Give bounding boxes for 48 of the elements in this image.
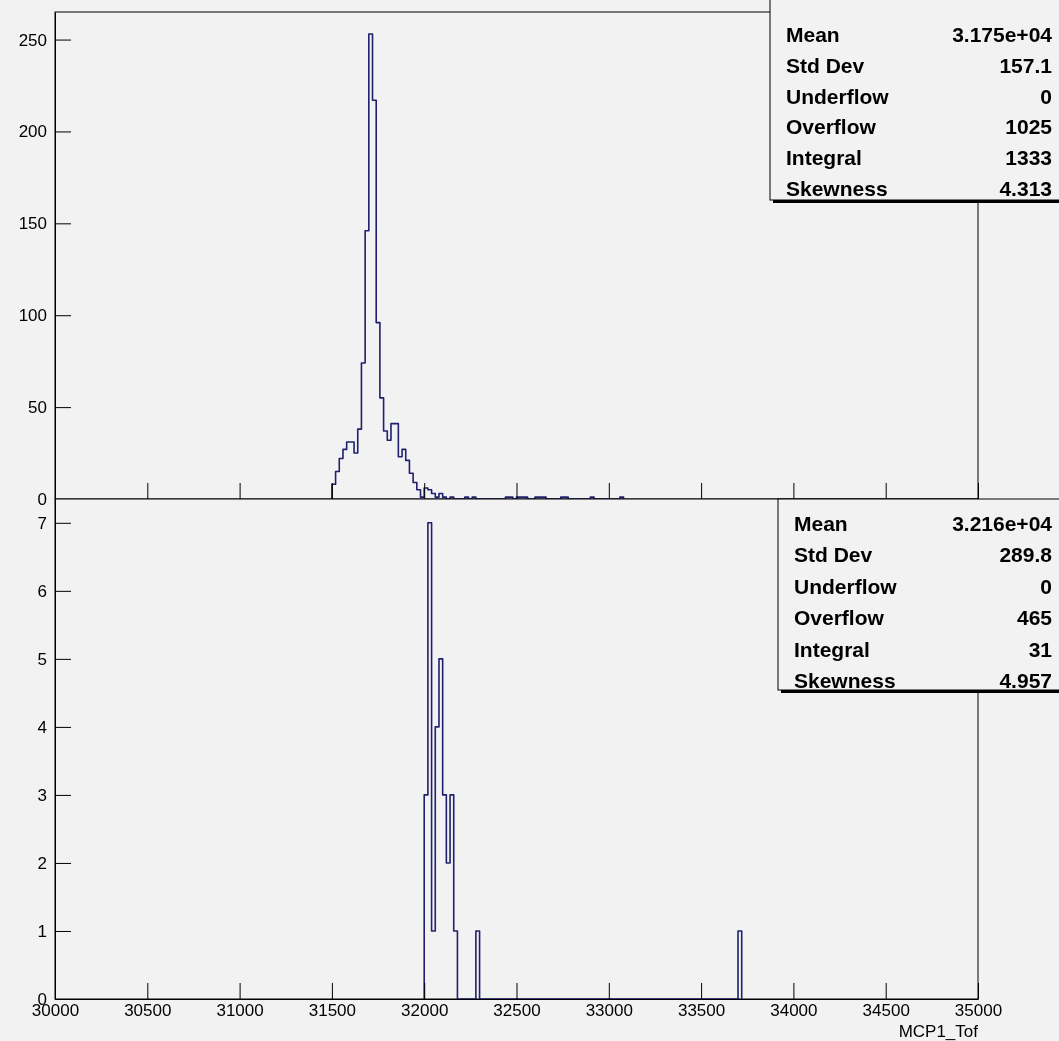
x-tick-label: 30500 — [124, 1001, 172, 1021]
y-tick-label: 100 — [18, 306, 47, 326]
annotation: Mean — [786, 23, 840, 46]
x-tick-label: 31500 — [308, 1001, 357, 1021]
annotation: Std Dev — [786, 53, 865, 77]
annotation: Std Dev — [794, 543, 873, 567]
annotation: Mean — [794, 512, 848, 535]
x-tick-label: 32500 — [493, 1001, 541, 1021]
y-tick-label: 2 — [37, 853, 47, 873]
y-tick-label: 50 — [28, 398, 47, 418]
annotation: Underflow — [786, 84, 890, 108]
x-tick-label: 33000 — [585, 1001, 633, 1021]
x-axis-title: MCP1_Tof — [898, 1022, 979, 1041]
y-tick-label: 7 — [37, 513, 47, 533]
annotation: 3.175e+04 — [952, 23, 1053, 46]
text: 157.1 — [999, 53, 1053, 77]
annotation: Integral — [794, 637, 870, 661]
x-tick-label: 32000 — [401, 1001, 449, 1021]
x-tick-label: 33500 — [677, 1001, 726, 1021]
text: 289.8 — [999, 543, 1053, 567]
annotation: Skewness — [786, 177, 888, 200]
y-tick-label: 6 — [37, 581, 47, 601]
y-tick-label: 200 — [18, 122, 47, 142]
text: 31 — [1028, 637, 1053, 661]
text: 0 — [1040, 84, 1052, 108]
text: 0 — [1040, 574, 1052, 598]
annotation: Overflow — [794, 606, 885, 630]
y-tick-label: 3 — [37, 785, 47, 805]
annotation: 3.216e+04 — [952, 512, 1053, 535]
annotation: Overflow — [786, 115, 877, 139]
annotation: Skewness — [794, 669, 896, 692]
y-tick-label: 250 — [18, 30, 47, 50]
text: 4.313 — [999, 177, 1052, 200]
text: 1025 — [1005, 115, 1053, 139]
x-tick-label: 31000 — [216, 1001, 264, 1021]
text: 1333 — [1005, 146, 1052, 170]
annotation: Integral — [786, 146, 862, 170]
x-tick-label: 35000 — [954, 1001, 1003, 1021]
y-tick-label: 1 — [37, 921, 47, 941]
y-tick-label: 150 — [18, 214, 47, 234]
annotation: Underflow — [794, 574, 898, 598]
x-tick-label: 34000 — [770, 1001, 818, 1021]
text: 465 — [1016, 606, 1053, 630]
x-tick-label: 34500 — [862, 1001, 910, 1021]
y-tick-label: 4 — [37, 717, 47, 737]
text: 4.957 — [999, 669, 1052, 692]
y-tick-label: 5 — [37, 649, 47, 669]
y-tick-label: 0 — [37, 489, 47, 509]
